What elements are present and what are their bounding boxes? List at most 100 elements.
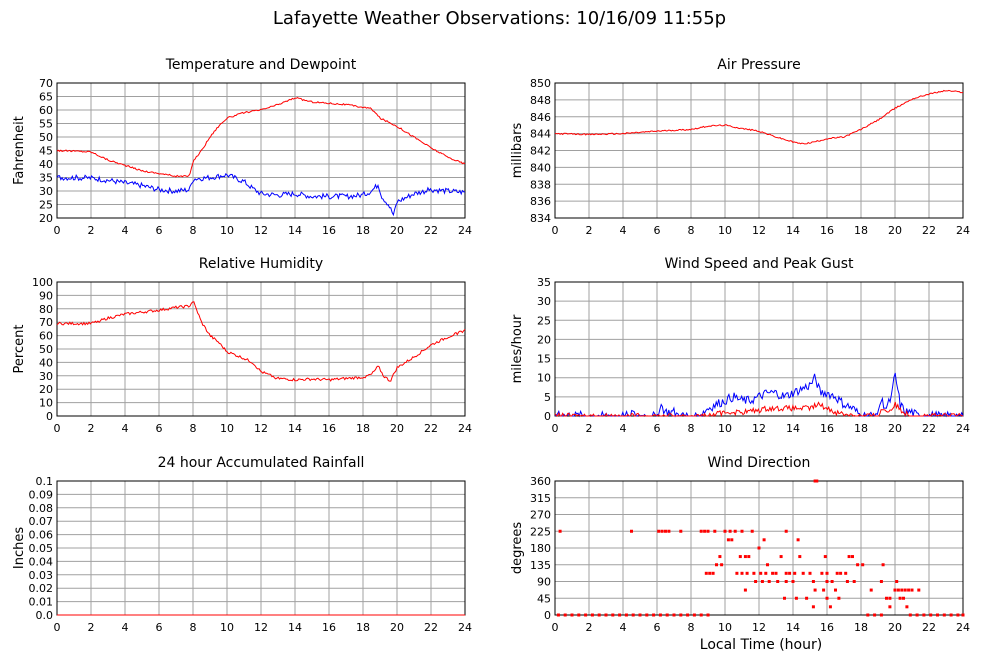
wind_dir-point (784, 571, 788, 575)
rainfall-x-tick-label: 8 (190, 621, 197, 634)
temp-series-line (56, 97, 466, 178)
wind_dir-point (917, 588, 921, 592)
wind_speed-plot-frame (554, 281, 964, 417)
temp-y-tick-label: 45 (39, 145, 53, 158)
wind_dir-x-tick-label: 16 (820, 621, 834, 634)
wind_dir-point (706, 529, 710, 533)
x-axis-label: Local Time (hour) (700, 637, 822, 653)
wind_dir-point (879, 580, 883, 583)
wind_dir-point (631, 613, 635, 617)
temp-x-tick-label: 20 (390, 224, 404, 237)
humidity-y-tick-label: 60 (39, 330, 53, 343)
wind_dir-y-tick-label: 135 (530, 559, 551, 572)
wind_dir-y-tick-label: 0 (544, 609, 551, 622)
humidity-y-tick-label: 50 (39, 343, 53, 356)
temp-y-axis-label: Fahrenheit (12, 116, 27, 185)
rainfall-x-tick-label: 2 (88, 621, 95, 634)
humidity-x-tick-label: 22 (424, 422, 438, 435)
wind_dir-point (903, 588, 907, 592)
wind_speed-y-tick-label: 20 (537, 333, 551, 346)
humidity-y-tick-label: 90 (39, 289, 53, 302)
humidity-series-line (56, 301, 466, 382)
pressure-x-tick-label: 24 (956, 224, 970, 237)
wind_dir-point (844, 571, 848, 575)
rainfall-y-tick-label: 0.02 (29, 582, 54, 595)
pressure-x-tick-label: 18 (854, 224, 868, 237)
wind_dir-point (851, 555, 854, 559)
pressure-y-tick-label: 844 (530, 128, 551, 141)
pressure-plot-frame (554, 82, 964, 219)
rainfall-x-tick-label: 24 (458, 621, 472, 634)
rainfall-x-tick-label: 6 (156, 621, 163, 634)
wind_dir-point (720, 563, 724, 567)
wind_dir-point (774, 571, 778, 575)
humidity-x-tick-label: 14 (288, 422, 302, 435)
temp-y-tick-label: 40 (39, 158, 53, 171)
pressure-x-tick-label: 12 (752, 224, 766, 237)
temp-y-tick-label: 55 (39, 118, 53, 131)
wind_dir-point (776, 580, 780, 583)
wind_dir-point (949, 613, 953, 617)
wind_dir-point (630, 529, 633, 533)
humidity-y-tick-label: 10 (39, 397, 53, 410)
wind_dir-point (767, 580, 771, 583)
wind_dir-point (730, 538, 734, 542)
wind_dir-point (936, 613, 939, 617)
wind_dir-point (652, 613, 656, 617)
rainfall-x-tick-label: 14 (288, 621, 302, 634)
temp-x-tick-label: 2 (88, 224, 95, 237)
wind_dir-point (563, 613, 567, 617)
wind_dir-point (728, 529, 732, 533)
wind_dir-point (760, 580, 764, 583)
wind_dir-point (771, 571, 775, 575)
temp-y-tick-label: 50 (39, 131, 53, 144)
wind_dir-point (740, 571, 744, 575)
wind_dir-x-tick-label: 24 (956, 621, 970, 634)
wind_dir-y-tick-label: 45 (537, 592, 551, 605)
wind_speed-title: Wind Speed and Peak Gust (665, 256, 854, 272)
pressure-x-tick-label: 8 (688, 224, 695, 237)
wind_dir-point (811, 605, 815, 609)
temp-y-tick-label: 70 (39, 77, 53, 90)
wind_dir-point (703, 529, 707, 533)
wind_speed-x-tick-label: 10 (718, 422, 732, 435)
wind_dir-point (718, 555, 722, 559)
wind_dir-point (835, 571, 839, 575)
wind_dir-point (902, 596, 905, 600)
temp-y-tick-label: 35 (39, 172, 53, 185)
humidity-x-tick-label: 6 (156, 422, 163, 435)
humidity-y-tick-label: 100 (32, 276, 53, 289)
wind_dir-point (910, 588, 914, 592)
wind_speed-x-tick-label: 24 (956, 422, 970, 435)
humidity-x-tick-label: 10 (220, 422, 234, 435)
wind_dir-point (577, 613, 581, 617)
wind_dir-point (784, 580, 788, 583)
wind_dir-point (757, 546, 761, 550)
wind_dir-point (811, 580, 815, 583)
temp-y-tick-label: 25 (39, 199, 53, 212)
wind_speed-x-tick-label: 22 (922, 422, 936, 435)
wind_dir-point (815, 479, 819, 483)
pressure-y-tick-label: 838 (530, 178, 551, 191)
pressure-x-tick-label: 6 (654, 224, 661, 237)
wind_dir-point (708, 571, 712, 575)
wind_dir-x-tick-label: 12 (752, 621, 766, 634)
wind_dir-point (825, 571, 829, 575)
humidity-x-tick-label: 16 (322, 422, 336, 435)
humidity-x-tick-label: 20 (390, 422, 404, 435)
wind_dir-x-tick-label: 8 (688, 621, 695, 634)
wind_dir-point (861, 563, 865, 567)
temp-series-line (56, 172, 466, 217)
rainfall-y-tick-label: 0.03 (29, 569, 54, 582)
temp-x-tick-label: 18 (356, 224, 370, 237)
wind_dir-point (766, 563, 769, 567)
temp-x-tick-label: 8 (190, 224, 197, 237)
pressure-series-line (554, 89, 963, 145)
wind_dir-point (908, 613, 912, 617)
wind_dir-point (808, 571, 812, 575)
wind_dir-point (667, 529, 671, 533)
wind_speed-x-tick-label: 6 (654, 422, 661, 435)
